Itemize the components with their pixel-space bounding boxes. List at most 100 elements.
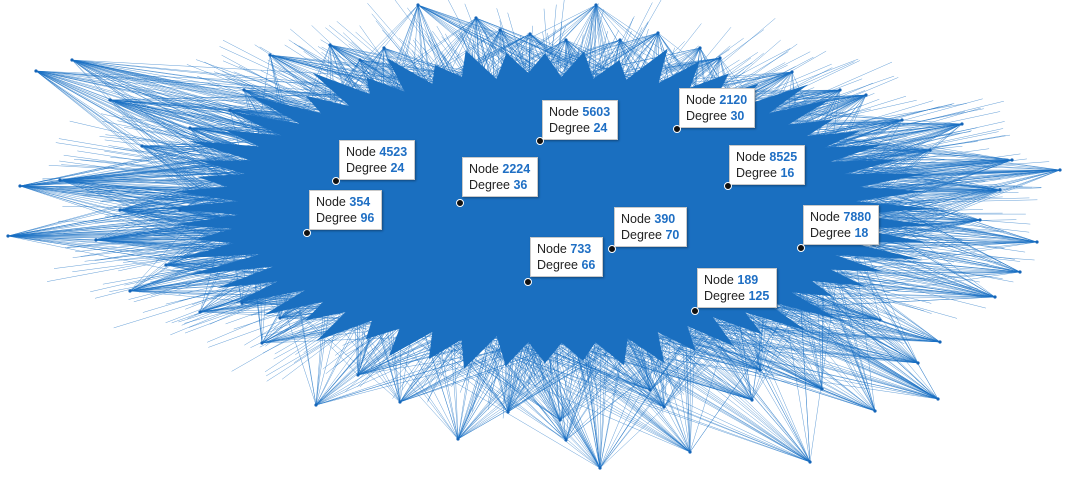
- datatip-node-4523[interactable]: Node 4523 Degree 24: [339, 140, 416, 180]
- graph-node: [6, 234, 10, 238]
- graph-node: [698, 46, 702, 50]
- datatip-node-5603[interactable]: Node 5603 Degree 24: [542, 100, 619, 140]
- graph-node: [558, 418, 562, 422]
- graph-node: [662, 405, 666, 409]
- datatip-degree-line: Degree 36: [469, 178, 528, 192]
- datatip-degree-line: Degree 18: [810, 226, 869, 240]
- graph-node: [456, 437, 460, 441]
- datatip-degree-line: Degree 24: [549, 121, 608, 135]
- datatip-node-line: Node 8525: [736, 150, 798, 164]
- graph-node: [900, 118, 904, 122]
- graph-node: [656, 31, 660, 35]
- datatip-marker: [524, 278, 532, 286]
- graph-node: [916, 361, 920, 365]
- graph-node: [1058, 168, 1062, 172]
- graph-node: [594, 3, 598, 7]
- graph-node: [498, 28, 502, 32]
- graph-node: [228, 108, 232, 112]
- datatip-marker: [536, 137, 544, 145]
- graph-node: [416, 3, 420, 7]
- datatip-node-2120[interactable]: Node 2120 Degree 30: [679, 88, 756, 128]
- graph-node: [58, 178, 62, 182]
- graph-node: [34, 69, 38, 73]
- datatip-marker: [608, 245, 616, 253]
- graph-node: [873, 409, 877, 413]
- graph-node: [278, 316, 282, 320]
- graph-node: [758, 368, 762, 372]
- graph-node: [268, 53, 272, 57]
- graph-node: [998, 188, 1002, 192]
- graph-node: [240, 301, 244, 305]
- graph-node: [718, 56, 722, 60]
- graph-node: [18, 184, 22, 188]
- graph-node: [598, 466, 602, 470]
- graph-node: [564, 38, 568, 42]
- datatip-degree-line: Degree 96: [316, 211, 375, 225]
- datatip-node-line: Node 2120: [686, 93, 748, 107]
- graph-node: [260, 341, 264, 345]
- datatip-marker: [456, 199, 464, 207]
- graph-node: [314, 403, 318, 407]
- graph-node: [1010, 158, 1014, 162]
- datatip-degree-line: Degree 125: [704, 289, 770, 303]
- datatip-node-line: Node 354: [316, 195, 371, 209]
- datatip-node-line: Node 2224: [469, 162, 531, 176]
- datatip-node-line: Node 4523: [346, 145, 408, 159]
- graph-node: [688, 450, 692, 454]
- graph-node: [128, 289, 132, 293]
- datatip-node-line: Node 7880: [810, 210, 872, 224]
- graph-node: [242, 88, 246, 92]
- graph-node: [356, 373, 360, 377]
- graph-node: [528, 32, 532, 36]
- graph-node: [188, 126, 192, 130]
- graph-node: [978, 218, 982, 222]
- graph-node: [750, 398, 754, 402]
- datatip-node-8525[interactable]: Node 8525 Degree 16: [729, 145, 806, 185]
- datatip-node-733[interactable]: Node 733 Degree 66: [530, 237, 604, 277]
- graph-node: [118, 208, 122, 212]
- datatip-degree-line: Degree 24: [346, 161, 405, 175]
- graph-node: [838, 88, 842, 92]
- graph-nodes: [6, 3, 1062, 470]
- graph-node: [820, 387, 824, 391]
- graph-node: [474, 16, 478, 20]
- datatip-marker: [724, 182, 732, 190]
- graph-node: [864, 93, 868, 97]
- graph-node: [398, 400, 402, 404]
- datatip-node-line: Node 5603: [549, 105, 611, 119]
- graph-node: [506, 410, 510, 414]
- graph-node: [70, 58, 74, 62]
- graph-node: [94, 238, 98, 242]
- datatip-marker: [673, 125, 681, 133]
- datatip-marker: [691, 307, 699, 315]
- graph-node: [328, 43, 332, 47]
- graph-node: [993, 295, 997, 299]
- datatip-node-354[interactable]: Node 354 Degree 96: [309, 190, 383, 230]
- datatip-node-2224[interactable]: Node 2224 Degree 36: [462, 157, 539, 197]
- datatip-degree-line: Degree 70: [621, 228, 680, 242]
- datatip-node-189[interactable]: Node 189 Degree 125: [697, 268, 778, 308]
- graph-node: [1035, 240, 1039, 244]
- datatip-marker: [303, 229, 311, 237]
- datatip-marker: [332, 177, 340, 185]
- graph-node: [178, 208, 182, 212]
- graph-node: [140, 144, 144, 148]
- graph-node: [938, 340, 942, 344]
- graph-node: [960, 122, 964, 126]
- graph-node: [878, 318, 882, 322]
- datatip-node-7880[interactable]: Node 7880 Degree 18: [803, 205, 880, 245]
- graph-node: [808, 460, 812, 464]
- graph-node: [382, 46, 386, 50]
- datatip-degree-line: Degree 66: [537, 258, 596, 272]
- graph-node: [790, 70, 794, 74]
- datatip-node-line: Node 390: [621, 212, 676, 226]
- graph-node: [936, 397, 940, 401]
- datatip-marker: [797, 244, 805, 252]
- graph-node: [618, 38, 622, 42]
- datatip-degree-line: Degree 30: [686, 109, 745, 123]
- datatip-node-390[interactable]: Node 390 Degree 70: [614, 207, 688, 247]
- graph-node: [164, 263, 168, 267]
- graph-node: [564, 438, 568, 442]
- graph-node: [928, 148, 932, 152]
- graph-node: [648, 388, 652, 392]
